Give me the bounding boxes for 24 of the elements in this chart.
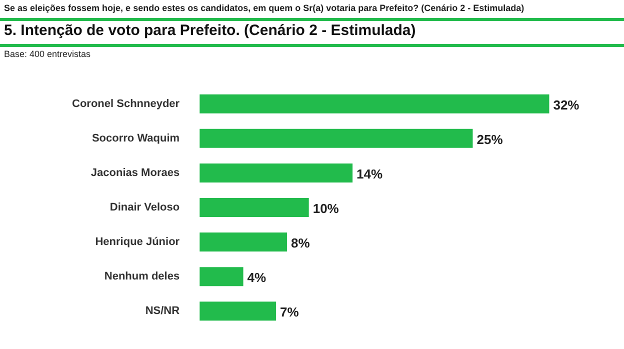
data-label: 32% [553, 97, 580, 112]
y-tick-label: NS/NR [145, 305, 180, 318]
chart-title: 5. Intenção de voto para Prefeito. (Cenário 2 - Estimulada) [4, 22, 416, 39]
y-tick-label: Socorro Waquim [92, 132, 180, 144]
bar [200, 267, 244, 286]
bar [200, 163, 353, 182]
bar [200, 302, 276, 321]
bar [200, 94, 550, 114]
y-tick-label: Jaconias Moraes [90, 166, 180, 179]
y-tick-label: Dinair Veloso [110, 202, 180, 214]
text: Se as eleições fossem hoje, e sendo estes os candidatos, em quem o Sr(a) votaria para Prefeito? (Cenário 2 - Estimulada) [4, 3, 524, 13]
data-label: 4% [247, 270, 267, 286]
data-label: 14% [356, 166, 384, 182]
bar [200, 128, 473, 148]
y-tick-label: Nenhum deles [104, 270, 180, 283]
bar [200, 232, 287, 252]
data-label: 25% [476, 132, 504, 147]
text: Base: 400 entrevistas [4, 49, 91, 59]
bar [200, 198, 309, 217]
y-tick-label: Coronel Schnneyder [72, 98, 180, 110]
data-label: 8% [290, 236, 310, 251]
y-tick-label: Henrique Júnior [95, 236, 180, 248]
data-label: 10% [312, 201, 340, 216]
data-label: 7% [280, 304, 300, 320]
